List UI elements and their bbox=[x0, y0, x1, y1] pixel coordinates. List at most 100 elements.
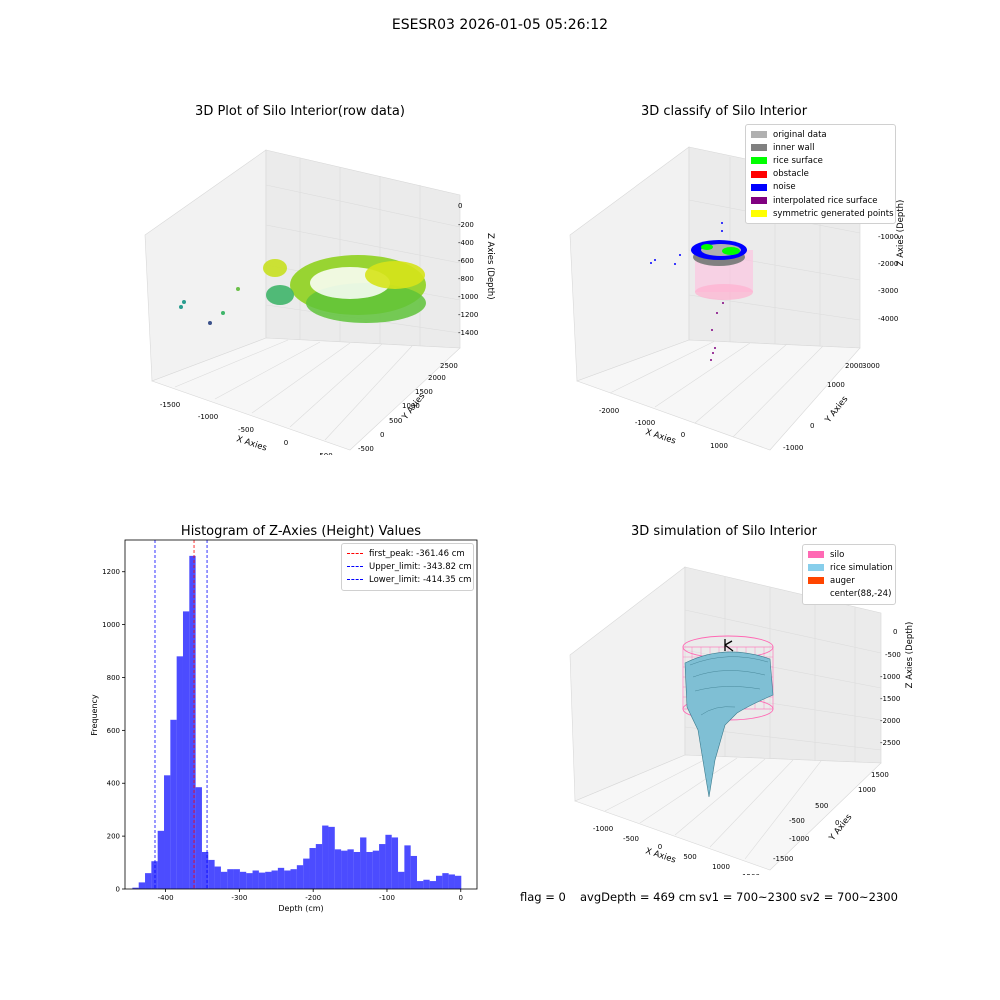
plot1-xtick: 500 bbox=[319, 452, 332, 455]
histogram-bar bbox=[353, 851, 361, 889]
plot1-ztick: -600 bbox=[458, 257, 474, 265]
y-tick-label: 1200 bbox=[102, 568, 120, 576]
plot3-title: Histogram of Z-Axies (Height) Values bbox=[180, 524, 422, 539]
x-tick-label: -300 bbox=[231, 894, 247, 902]
legend-swatch bbox=[751, 197, 767, 205]
plot1-zlabel: Z Axies (Depth) bbox=[485, 233, 495, 300]
histogram-bar bbox=[448, 874, 455, 889]
histogram-bar bbox=[315, 844, 323, 889]
legend-item: interpolated rice surface bbox=[751, 194, 890, 207]
histogram-bar bbox=[176, 656, 183, 889]
plot1-ytick: 500 bbox=[389, 417, 402, 425]
legend-swatch bbox=[751, 131, 767, 139]
histogram-bar bbox=[454, 875, 462, 889]
histogram-bar bbox=[258, 872, 266, 889]
histogram-bar bbox=[322, 825, 329, 889]
histogram-bar bbox=[220, 871, 228, 889]
plot2-ztick: -4000 bbox=[878, 315, 898, 323]
plot1-ytick: 1000 bbox=[402, 402, 420, 410]
x-tick-label: -200 bbox=[305, 894, 321, 902]
plot2-ztick: -3000 bbox=[878, 287, 898, 295]
plot4-xtick: 500 bbox=[683, 853, 696, 861]
histogram-bar bbox=[277, 867, 285, 889]
x-tick-label: -400 bbox=[158, 894, 174, 902]
plot4-ytick: 0 bbox=[835, 819, 839, 827]
plot4-auger-marker bbox=[724, 639, 734, 652]
y-tick-label: 800 bbox=[107, 674, 120, 682]
plot4-3d-axes: -1000 -500 0 500 1000 1500 -1500 -1000 -… bbox=[569, 566, 915, 875]
plot2-ytick: 0 bbox=[810, 422, 814, 430]
plot1-ztick: -400 bbox=[458, 239, 474, 247]
histogram-xticks: -400 -300 -200 -100 0 bbox=[158, 889, 463, 902]
plot2-xtick: 1000 bbox=[710, 442, 728, 450]
histogram-bar bbox=[284, 870, 291, 889]
y-tick-label: 400 bbox=[107, 780, 120, 788]
histogram-bar bbox=[170, 719, 177, 889]
plot1-title: 3D Plot of Silo Interior(row data) bbox=[195, 104, 405, 119]
plot1-ticks: -1500 -1000 -500 0 500 -500 0 500 1000 1… bbox=[160, 202, 479, 455]
legend-swatch bbox=[751, 157, 767, 165]
plot4-title: 3D simulation of Silo Interior bbox=[631, 524, 817, 539]
plot1-xtick: -1000 bbox=[198, 413, 218, 421]
histogram-ylabel: Frequency bbox=[90, 694, 99, 736]
histogram-bar bbox=[296, 865, 304, 889]
plot2-silo-points bbox=[650, 222, 753, 361]
plot4-xtick: 1000 bbox=[712, 863, 730, 871]
histogram-bar bbox=[214, 866, 221, 889]
legend-item: symmetric generated points bbox=[751, 207, 894, 220]
histogram-bar bbox=[385, 834, 392, 889]
legend-swatch bbox=[808, 551, 824, 559]
histogram-bar bbox=[417, 881, 424, 889]
legend-line bbox=[347, 553, 363, 555]
legend-item: obstacle bbox=[751, 168, 890, 181]
histogram-bar bbox=[398, 871, 405, 889]
histogram-bar bbox=[227, 869, 234, 889]
figure-title: ESESR03 2026-01-05 05:26:12 bbox=[391, 17, 609, 33]
plot2-legend: original data inner wall rice surface ob… bbox=[745, 124, 896, 225]
plot4-rice-surface bbox=[684, 651, 774, 798]
plot1-ytick: 2500 bbox=[440, 362, 458, 370]
plot1-xlabel: X Axies bbox=[235, 434, 268, 453]
plot1-xtick: -1500 bbox=[160, 401, 180, 409]
histogram-bar bbox=[347, 849, 354, 889]
histogram-yticks: 0 200 400 600 800 1000 1200 bbox=[102, 568, 125, 894]
histogram-bar bbox=[391, 837, 399, 889]
y-tick-label: 1000 bbox=[102, 621, 120, 629]
y-tick-label: 0 bbox=[116, 886, 120, 894]
plot4-ytick: -500 bbox=[789, 817, 805, 825]
plot4-xtick: -500 bbox=[623, 835, 639, 843]
plot1-ztick: -800 bbox=[458, 275, 474, 283]
plot4-ytick: -1000 bbox=[789, 835, 809, 843]
plot1-xtick: 0 bbox=[284, 439, 288, 447]
legend-swatch bbox=[751, 144, 767, 152]
plot1-ytick: -500 bbox=[358, 445, 374, 453]
histogram-bar bbox=[309, 848, 316, 889]
plot2-ytick: 2000 bbox=[845, 362, 863, 370]
histogram-bar bbox=[239, 871, 247, 889]
legend-item: auger bbox=[808, 574, 890, 587]
plot2-ticks: -2000 -1000 0 1000 2000 -1000 0 1000 200… bbox=[599, 204, 899, 452]
plot1-ytick: 1500 bbox=[415, 388, 433, 396]
plot4-ticks: -1000 -500 0 500 1000 1500 -1500 -1000 -… bbox=[593, 628, 901, 875]
legend-swatch bbox=[751, 183, 767, 191]
histogram-bar bbox=[195, 787, 202, 889]
x-tick-label: -100 bbox=[379, 894, 395, 902]
legend-item: first_peak: -361.46 cm bbox=[347, 547, 468, 560]
histogram-bar bbox=[132, 887, 139, 889]
plot1-grid bbox=[174, 158, 461, 441]
histogram-reference-lines bbox=[154, 540, 208, 889]
plot4-ztick: -500 bbox=[885, 651, 901, 659]
plot1-3d-axes: -1500 -1000 -500 0 500 -500 0 500 1000 1… bbox=[144, 149, 495, 455]
plot4-ztick: -2500 bbox=[880, 739, 900, 747]
plot1-ztick: -1000 bbox=[458, 293, 478, 301]
legend-swatch bbox=[808, 577, 824, 585]
legend-item: noise bbox=[751, 181, 890, 194]
plot4-ytick: 1000 bbox=[858, 786, 876, 794]
plot2-ztick: -1000 bbox=[878, 233, 898, 241]
plot2-ylabel: Y Axies bbox=[823, 394, 851, 426]
histogram-bar bbox=[334, 849, 342, 889]
histogram-bar bbox=[233, 869, 240, 889]
histogram-bar bbox=[290, 869, 297, 889]
plot4-ytick: 1500 bbox=[871, 771, 889, 779]
histogram-xlabel: Depth (cm) bbox=[278, 904, 323, 913]
